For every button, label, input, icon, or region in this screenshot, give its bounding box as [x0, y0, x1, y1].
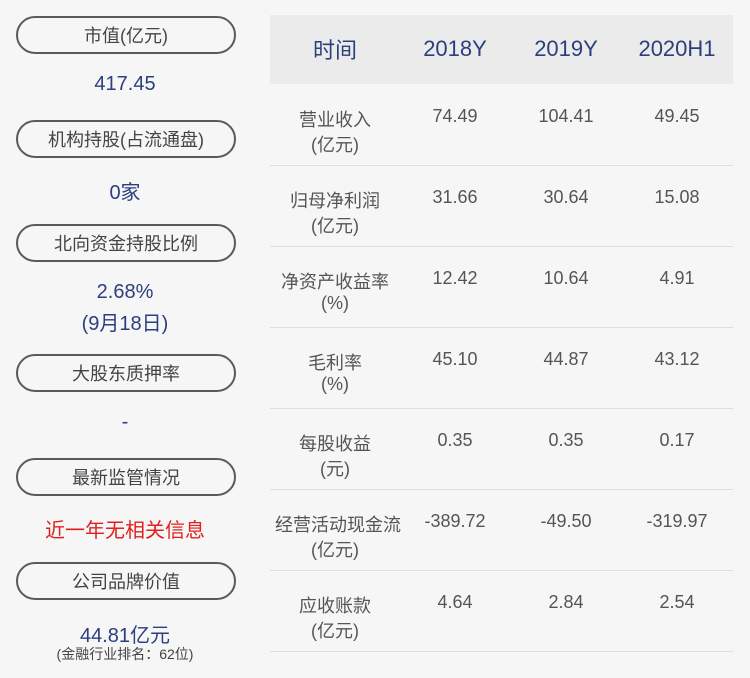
value-text: -: [121, 411, 129, 433]
row-label: (亿元): [311, 540, 359, 560]
label-pill: 大股东质押率: [16, 354, 236, 392]
cell-value: 15.08: [654, 187, 700, 207]
row-divider: [270, 246, 733, 247]
cell-value: 4.64: [437, 592, 473, 612]
row-label: 毛利率: [308, 353, 362, 373]
header-cell: 时间: [312, 38, 357, 63]
cell-value: 10.64: [543, 268, 589, 288]
value-text: 2.68%: [96, 281, 154, 303]
row-label: 应收账款: [299, 596, 371, 616]
row-label: (%): [321, 293, 349, 313]
cell-value: 74.49: [432, 106, 478, 126]
table-header: [270, 15, 733, 84]
label-pill: 市值(亿元): [16, 16, 236, 54]
cell-value: 104.41: [538, 106, 594, 126]
row-label: (%): [321, 374, 349, 394]
cell-value: 31.66: [432, 187, 478, 207]
header-cell: 2020H1: [638, 36, 716, 61]
row-divider: [270, 408, 733, 409]
row-divider: [270, 165, 733, 166]
row-label: 每股收益: [299, 434, 371, 454]
row-divider: [270, 327, 733, 328]
row-label: 净资产收益率: [281, 272, 389, 292]
cell-value: -389.72: [424, 511, 486, 531]
row-label: (亿元): [311, 135, 359, 155]
row-divider: [270, 651, 733, 652]
cell-value: 43.12: [654, 349, 700, 369]
label-pill: 机构持股(占流通盘): [16, 120, 236, 158]
label-pill: 公司品牌价值: [16, 562, 236, 600]
cell-value: 0.35: [548, 430, 584, 450]
header-cell: 2018Y: [423, 36, 487, 61]
cell-value: 49.45: [654, 106, 700, 126]
row-label: 经营活动现金流: [275, 515, 401, 535]
value-text: 近一年无相关信息: [45, 520, 205, 542]
cell-value: 0.35: [437, 430, 473, 450]
row-label: 营业收入: [299, 110, 371, 130]
cell-value: 30.64: [543, 187, 589, 207]
cell-value: 45.10: [432, 349, 478, 369]
row-label: 归母净利润: [290, 191, 380, 211]
value-text: 0家: [109, 182, 141, 204]
cell-value: 4.91: [659, 268, 695, 288]
label-pill: 北向资金持股比例: [16, 224, 236, 262]
cell-value: -319.97: [646, 511, 708, 531]
header-cell: 2019Y: [534, 36, 598, 61]
value-text: (9月18日): [81, 313, 169, 335]
label-pill: 最新监管情况: [16, 458, 236, 496]
row-label: (亿元): [311, 216, 359, 236]
cell-value: 44.87: [543, 349, 589, 369]
value-text: (金融行业排名：62位): [56, 646, 194, 662]
row-divider: [270, 489, 733, 490]
cell-value: 2.84: [548, 592, 584, 612]
cell-value: 12.42: [432, 268, 478, 288]
cell-value: 0.17: [659, 430, 695, 450]
row-label: (亿元): [311, 621, 359, 641]
value-text: 44.81亿元: [79, 625, 171, 647]
row-label: (元): [320, 459, 350, 479]
cell-value: 2.54: [659, 592, 695, 612]
row-divider: [270, 570, 733, 571]
value-text: 417.45: [94, 73, 156, 95]
cell-value: -49.50: [540, 511, 592, 531]
